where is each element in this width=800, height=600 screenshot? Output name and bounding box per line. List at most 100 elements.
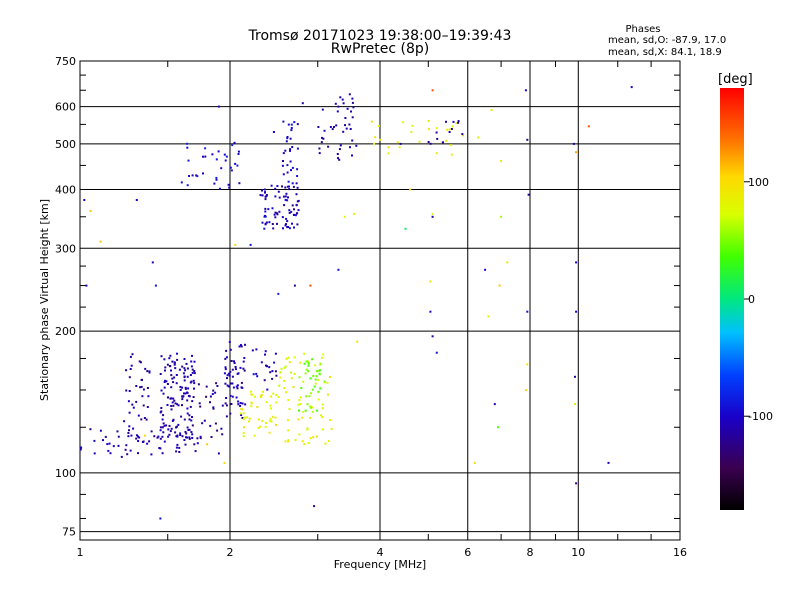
data-point [193, 360, 196, 363]
data-point [286, 136, 289, 138]
data-point [290, 210, 293, 213]
data-point [429, 280, 432, 283]
data-point [154, 284, 157, 287]
colorbar-label: [deg] [718, 72, 753, 87]
data-point [224, 368, 227, 371]
data-point [284, 224, 287, 227]
data-point [211, 393, 214, 395]
data-point [291, 204, 294, 207]
data-point [131, 403, 134, 406]
data-point [276, 213, 279, 216]
y-tick-label: 400 [55, 183, 76, 196]
data-point [127, 400, 130, 403]
data-point [429, 142, 432, 145]
data-point [318, 147, 321, 150]
y-tick-label: 200 [55, 325, 76, 338]
data-point [298, 433, 301, 436]
data-point [242, 435, 245, 438]
data-point [239, 366, 242, 369]
data-point [337, 268, 340, 271]
data-point [264, 198, 267, 201]
data-point [285, 223, 287, 226]
data-point [293, 213, 296, 216]
data-point [130, 364, 133, 367]
data-point [261, 390, 264, 393]
y-tick-labels: 75 100 200 300 400 500 600 750 [55, 55, 76, 539]
data-point [309, 392, 312, 395]
data-point [117, 435, 120, 438]
data-point [89, 428, 92, 431]
data-point [431, 89, 434, 92]
data-point [317, 126, 320, 128]
data-point [287, 196, 289, 199]
data-point [431, 335, 434, 338]
data-point [301, 102, 304, 105]
data-point [214, 391, 217, 394]
data-point [292, 185, 295, 188]
data-point [399, 142, 402, 145]
data-point [159, 437, 162, 440]
data-point [278, 384, 281, 387]
data-point [173, 399, 176, 402]
data-point [493, 403, 496, 406]
data-point [239, 402, 242, 404]
data-point [168, 424, 171, 427]
data-point [227, 372, 230, 375]
data-point [281, 216, 284, 219]
data-point [228, 186, 231, 189]
data-point [176, 443, 179, 446]
data-point [128, 429, 130, 432]
data-point [93, 452, 96, 455]
data-point [268, 431, 271, 434]
data-point [312, 436, 315, 439]
data-point [311, 406, 314, 409]
data-point [230, 382, 233, 385]
data-point [179, 385, 182, 388]
data-point [274, 216, 277, 219]
colorbar-tick-label: -100 [748, 410, 773, 423]
data-point [297, 403, 300, 406]
data-point [307, 361, 310, 364]
data-point [289, 160, 292, 163]
data-point [135, 199, 138, 201]
data-point [138, 436, 141, 439]
data-point [159, 426, 162, 429]
data-point [305, 368, 308, 371]
data-point [146, 442, 149, 445]
data-point [150, 453, 153, 456]
data-point [311, 388, 314, 391]
data-point [256, 406, 259, 409]
data-point [223, 372, 226, 375]
data-point [231, 144, 234, 147]
data-point [143, 434, 146, 437]
data-point [278, 210, 281, 213]
data-point [169, 430, 172, 433]
data-point [396, 141, 399, 144]
data-point [243, 369, 246, 372]
data-point [174, 402, 177, 405]
data-point [172, 397, 175, 400]
data-point [250, 393, 253, 396]
data-point [248, 420, 250, 423]
data-point [321, 428, 324, 431]
data-point [290, 377, 293, 380]
data-point [351, 116, 354, 119]
data-point [160, 407, 163, 409]
data-point [299, 403, 302, 405]
data-point [293, 284, 296, 287]
data-point [289, 137, 292, 140]
data-point [309, 416, 312, 419]
data-point [226, 374, 229, 377]
data-point [346, 107, 349, 110]
data-point [285, 357, 288, 360]
data-point [168, 433, 171, 436]
data-point [242, 367, 245, 370]
data-point [309, 437, 312, 440]
data-point [231, 382, 234, 385]
data-point [186, 391, 188, 394]
data-point [159, 517, 162, 520]
data-point [287, 180, 290, 183]
data-point [128, 411, 131, 414]
data-point [238, 345, 241, 348]
data-point [174, 431, 177, 434]
